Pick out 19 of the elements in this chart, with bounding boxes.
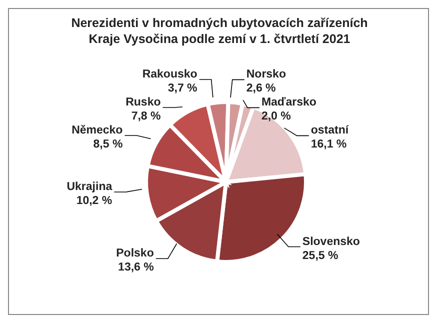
slice-label: Ukrajina — [66, 180, 113, 193]
data-label: 7,8 % — [131, 110, 161, 122]
slice-label: Norsko — [246, 68, 286, 81]
slice-label: Rakousko — [142, 68, 198, 80]
slice-label: Slovensko — [302, 236, 360, 248]
data-label: 2,6 % — [246, 82, 276, 95]
chart-title: Nerezidenti v hromadných ubytovacích zařízeních Kraje Vysočina podle zemí v 1. čtvrtletí 2021 — [70, 15, 369, 47]
data-label: 3,7 % — [168, 82, 198, 94]
data-label: 8,5 % — [93, 138, 123, 150]
data-label: 2,0 % — [261, 110, 291, 123]
data-label: 10,2 % — [76, 194, 112, 207]
data-label: 13,6 % — [118, 262, 154, 274]
data-label: 16,1 % — [310, 138, 347, 151]
slice-label: Rusko — [126, 96, 161, 108]
slice-label: Polsko — [116, 248, 154, 260]
slice-label: Maďarsko — [261, 96, 316, 109]
slice-label: ostatní — [310, 124, 350, 137]
data-label: 25,5 % — [302, 250, 338, 262]
slice-label: Německo — [72, 124, 123, 136]
